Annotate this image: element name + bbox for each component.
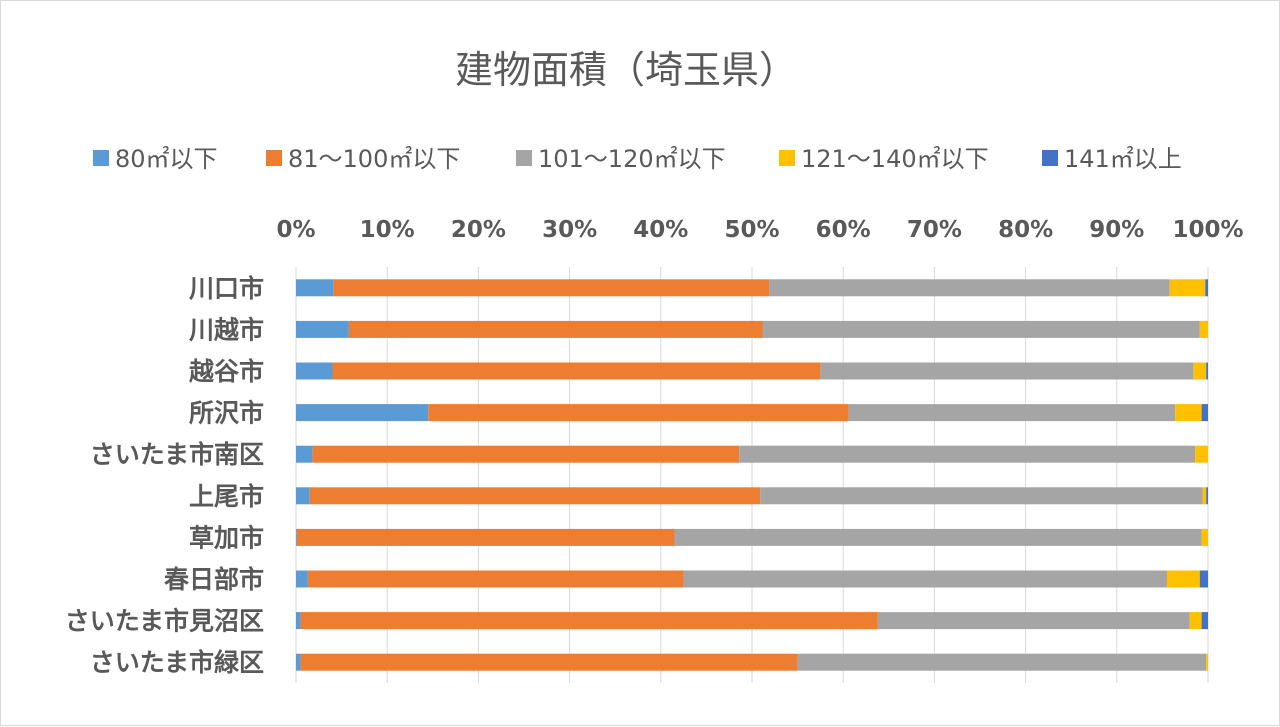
bar-segment xyxy=(307,570,684,588)
bars xyxy=(296,279,1208,671)
x-tick-label: 50% xyxy=(724,217,779,243)
legend: 80㎡以下 81～100㎡以下 101～120㎡以下 121～140㎡以下 141㎡以上 xyxy=(93,145,1182,173)
bar-segment xyxy=(296,653,301,671)
x-tick-label: 90% xyxy=(1089,217,1144,243)
x-tick-label: 40% xyxy=(633,217,688,243)
bar-segment xyxy=(296,612,301,630)
bar-segment xyxy=(1195,445,1208,463)
bar-segment xyxy=(296,487,310,505)
bar-segment xyxy=(674,528,1202,546)
bar-segment xyxy=(332,362,821,380)
x-tick-label: 70% xyxy=(907,217,962,243)
bar-segment xyxy=(739,445,1196,463)
legend-swatch xyxy=(516,150,532,166)
category-label: 越谷市 xyxy=(189,357,264,386)
chart-title: 建物面積（埼玉県） xyxy=(455,48,797,92)
legend-swatch xyxy=(93,150,109,166)
bar-segment xyxy=(877,612,1190,630)
bar-segment xyxy=(797,653,1207,671)
bar-segment xyxy=(428,404,849,422)
x-tick-label: 20% xyxy=(451,217,506,243)
bar-segment xyxy=(300,653,798,671)
bar-segment xyxy=(1201,612,1208,630)
bar-segment xyxy=(1193,362,1207,380)
bar-segment xyxy=(300,612,878,630)
bar-segment xyxy=(1206,487,1208,505)
bar-segment xyxy=(769,279,1170,297)
category-label: さいたま市見沼区 xyxy=(65,607,264,636)
bar-segment xyxy=(1201,528,1208,546)
legend-swatch xyxy=(1042,150,1058,166)
bar-segment xyxy=(1169,279,1206,297)
bar-segment xyxy=(1199,570,1208,588)
bar-segment xyxy=(296,570,308,588)
x-tick-label: 80% xyxy=(998,217,1053,243)
bar-segment xyxy=(296,279,334,297)
category-label: 川口市 xyxy=(189,274,264,303)
legend-label: 101～120㎡以下 xyxy=(538,145,726,173)
category-label: 上尾市 xyxy=(189,482,264,511)
bar-segment xyxy=(1175,404,1202,422)
bar-segment xyxy=(760,487,1203,505)
bar-segment xyxy=(848,404,1176,422)
bar-segment xyxy=(1206,362,1208,380)
x-tick-label: 10% xyxy=(360,217,415,243)
x-tick-label: 0% xyxy=(276,217,315,243)
bar-segment xyxy=(296,445,313,463)
category-labels: 川口市川越市越谷市所沢市さいたま市南区上尾市草加市春日部市さいたま市見沼区さいた… xyxy=(65,274,264,677)
x-axis-ticks: 0% 10% 20% 30% 40% 50% 60% 70% 80% 90% 100% xyxy=(276,217,1243,243)
bar-segment xyxy=(296,362,333,380)
x-tick-label: 100% xyxy=(1172,217,1243,243)
legend-label: 121～140㎡以下 xyxy=(801,145,989,173)
category-label: さいたま市緑区 xyxy=(90,648,264,677)
bar-segment xyxy=(309,487,761,505)
bar-segment xyxy=(820,362,1194,380)
bar-segment xyxy=(1189,612,1202,630)
category-label: 草加市 xyxy=(189,523,264,552)
legend-label: 80㎡以下 xyxy=(115,145,218,173)
x-tick-label: 30% xyxy=(542,217,597,243)
bar-segment xyxy=(1166,570,1200,588)
bar-segment xyxy=(1202,487,1207,505)
bar-segment xyxy=(762,320,1200,338)
legend-label: 141㎡以上 xyxy=(1064,145,1182,173)
category-label: 所沢市 xyxy=(189,399,264,428)
category-label: さいたま市南区 xyxy=(90,440,264,469)
bar-segment xyxy=(296,404,429,422)
bar-segment xyxy=(296,528,297,546)
bar-segment xyxy=(683,570,1167,588)
category-label: 川越市 xyxy=(189,315,264,344)
bar-segment xyxy=(333,279,770,297)
x-tick-label: 60% xyxy=(816,217,871,243)
bar-segment xyxy=(1201,404,1208,422)
bar-segment xyxy=(312,445,740,463)
bar-segment xyxy=(1205,279,1208,297)
bar-segment xyxy=(1206,653,1208,671)
legend-swatch xyxy=(779,150,795,166)
category-label: 春日部市 xyxy=(164,565,264,594)
bar-segment xyxy=(296,528,675,546)
legend-label: 81～100㎡以下 xyxy=(288,145,460,173)
bar-segment xyxy=(1199,320,1208,338)
bar-segment xyxy=(348,320,763,338)
legend-swatch xyxy=(266,150,282,166)
bar-segment xyxy=(296,320,349,338)
